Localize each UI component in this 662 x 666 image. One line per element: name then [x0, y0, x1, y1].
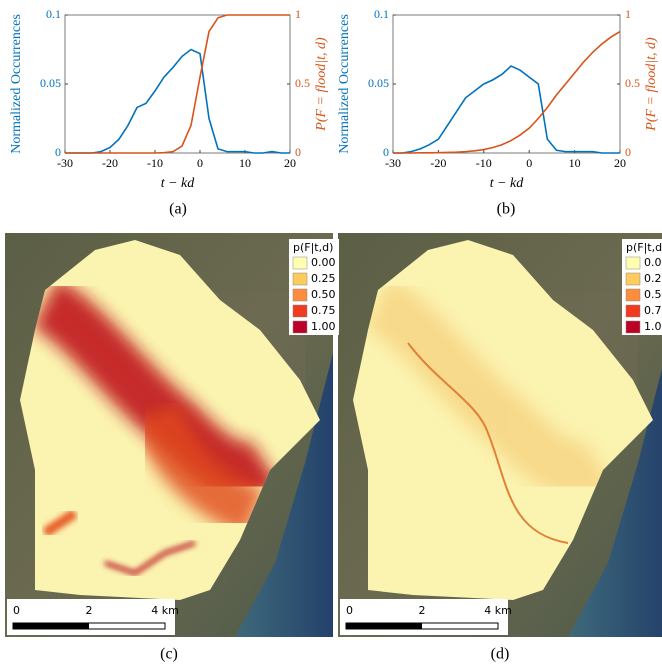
- y-tick-label: 0: [383, 145, 389, 159]
- legend-box: [622, 239, 662, 335]
- legend-title: p(F|t,d): [293, 241, 333, 254]
- y-tick-label: 0.05: [368, 76, 389, 90]
- x-tick-label: -30: [57, 156, 73, 170]
- caption: (c): [160, 646, 178, 663]
- y2-tick-label: 1: [625, 7, 631, 21]
- x-axis-label: t − kd: [490, 176, 525, 191]
- x-tick-label: -10: [476, 156, 492, 170]
- y2-tick-label: 0: [295, 145, 301, 159]
- data-line: [393, 30, 621, 154]
- x-tick-label: 20: [284, 156, 296, 170]
- plot-frame: [64, 14, 291, 154]
- y2-axis-label: P(F = flood|t, d): [314, 37, 329, 132]
- y2-tick-label: 0.5: [625, 76, 640, 90]
- legend-label: 0.75: [311, 304, 336, 317]
- legend-label: 0.75: [644, 304, 662, 317]
- legend-swatch: [292, 320, 308, 334]
- legend-swatch: [625, 272, 641, 286]
- legend-swatch: [625, 320, 641, 334]
- legend-label: 0.50: [311, 288, 336, 301]
- data-line: [393, 65, 620, 154]
- y2-tick-label: 0.5: [295, 76, 310, 90]
- legend-swatch: [625, 304, 641, 318]
- legend-swatch: [625, 256, 641, 270]
- x-tick-label: 10: [239, 156, 251, 170]
- scale-label: 2: [419, 604, 426, 617]
- scale-label: 2: [86, 604, 93, 617]
- scale-bar-fill: [13, 623, 89, 629]
- x-tick-label: -10: [147, 156, 163, 170]
- legend-swatch: [625, 288, 641, 302]
- legend-label: 0.25: [311, 272, 336, 285]
- caption: (d): [491, 646, 510, 663]
- legend-swatch: [292, 256, 308, 270]
- map-d: [338, 233, 662, 637]
- map-c: [5, 233, 333, 637]
- x-axis-label: t − kd: [161, 176, 196, 191]
- caption: (a): [169, 201, 187, 218]
- caption: (b): [497, 201, 516, 218]
- legend-label: 0.25: [644, 272, 662, 285]
- scale-bar-fill: [346, 623, 422, 629]
- x-tick-label: 0: [526, 156, 532, 170]
- map-overlays: p(F|t,d) 0.00 0.25 0.50 0.75 1.00 0 2 4 km p(F|t,…: [7, 239, 662, 635]
- scale-label: 0: [346, 604, 353, 617]
- legend-label: 1.00: [644, 320, 662, 333]
- x-tick-label: 0: [197, 156, 203, 170]
- y2-tick-label: 0: [625, 145, 631, 159]
- legend-swatch: [292, 304, 308, 318]
- legend-title: p(F|t,d): [626, 241, 662, 254]
- y-tick-label: 0.05: [40, 76, 61, 90]
- y2-axis-label: P(F = flood|t, d): [644, 37, 659, 132]
- y-axis-label: Normalized Occurrences: [337, 14, 352, 154]
- y2-tick-label: 1: [295, 7, 301, 21]
- scale-label: 0: [13, 604, 20, 617]
- legend-box: [289, 239, 339, 335]
- data-line: [65, 14, 290, 154]
- y-tick-label: 0.1: [46, 7, 61, 21]
- x-tick-label: 10: [569, 156, 581, 170]
- x-tick-label: -20: [430, 156, 446, 170]
- x-tick-label: -20: [102, 156, 118, 170]
- data-line: [65, 48, 290, 154]
- legend-label: 0.50: [644, 288, 662, 301]
- legend-label: 1.00: [311, 320, 336, 333]
- plot-frame: [392, 14, 621, 154]
- scale-label: 4 km: [151, 604, 179, 617]
- scale-label: 4 km: [484, 604, 512, 617]
- legend-swatch: [292, 288, 308, 302]
- x-tick-label: -30: [385, 156, 401, 170]
- x-tick-label: 20: [614, 156, 626, 170]
- y-tick-label: 0.1: [374, 7, 389, 21]
- legend-swatch: [292, 272, 308, 286]
- legend-label: 0.00: [311, 256, 336, 269]
- y-axis-label: Normalized Occurrences: [9, 14, 24, 154]
- legend-label: 0.00: [644, 256, 662, 269]
- y-tick-label: 0: [55, 145, 61, 159]
